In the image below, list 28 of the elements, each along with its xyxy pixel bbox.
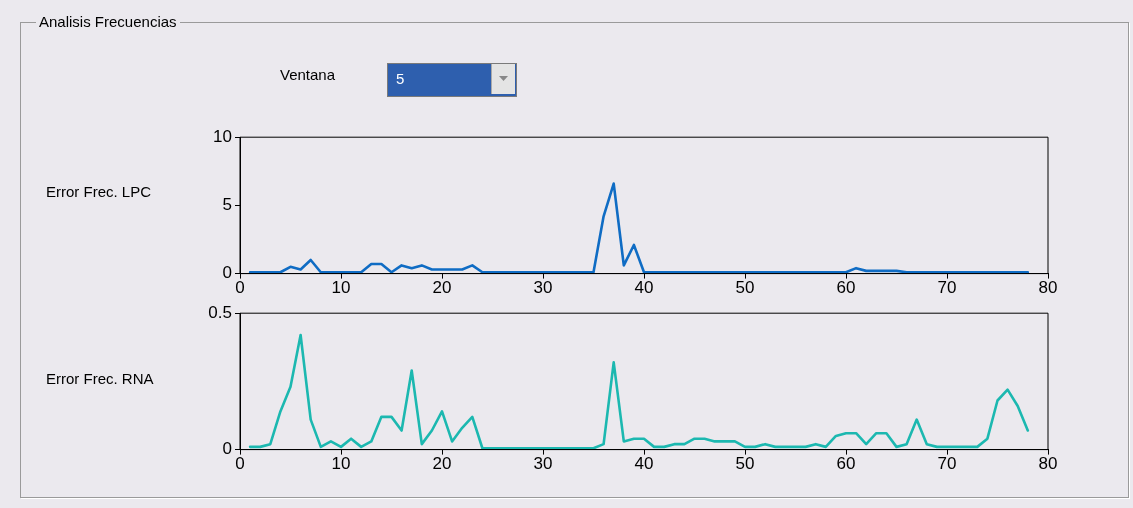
y-tick-label: 10 — [213, 126, 232, 146]
y-tick-label: 0.5 — [208, 302, 232, 322]
x-tick-label: 60 — [836, 278, 856, 298]
x-tick-label: 30 — [533, 454, 553, 474]
y-axis-title: Error Frec. RNA — [46, 370, 154, 387]
x-tick-label: 0 — [235, 454, 245, 474]
x-tick-label: 10 — [331, 278, 351, 298]
y-axis-title: Error Frec. LPC — [46, 183, 152, 200]
x-tick-label: 80 — [1038, 278, 1058, 298]
x-tick-label: 30 — [533, 278, 553, 298]
x-tick-label: 40 — [634, 278, 654, 298]
y-tick-label: 0 — [222, 439, 232, 459]
x-tick-label: 40 — [634, 454, 654, 474]
x-tick-label: 10 — [331, 454, 351, 474]
text: 5 — [396, 70, 405, 87]
x-tick-label: 60 — [836, 454, 856, 474]
text: Analisis Frecuencias — [36, 13, 180, 30]
x-tick-label: 20 — [432, 278, 452, 298]
y-tick-label: 5 — [222, 195, 232, 215]
text: Ventana — [280, 66, 336, 83]
x-tick-label: 50 — [735, 454, 755, 474]
x-tick-label: 70 — [937, 278, 957, 298]
x-tick-label: 50 — [735, 278, 755, 298]
x-tick-label: 20 — [432, 454, 452, 474]
x-tick-label: 70 — [937, 454, 957, 474]
y-tick-label: 0 — [222, 263, 232, 283]
x-tick-label: 0 — [235, 278, 245, 298]
x-tick-label: 80 — [1038, 454, 1058, 474]
